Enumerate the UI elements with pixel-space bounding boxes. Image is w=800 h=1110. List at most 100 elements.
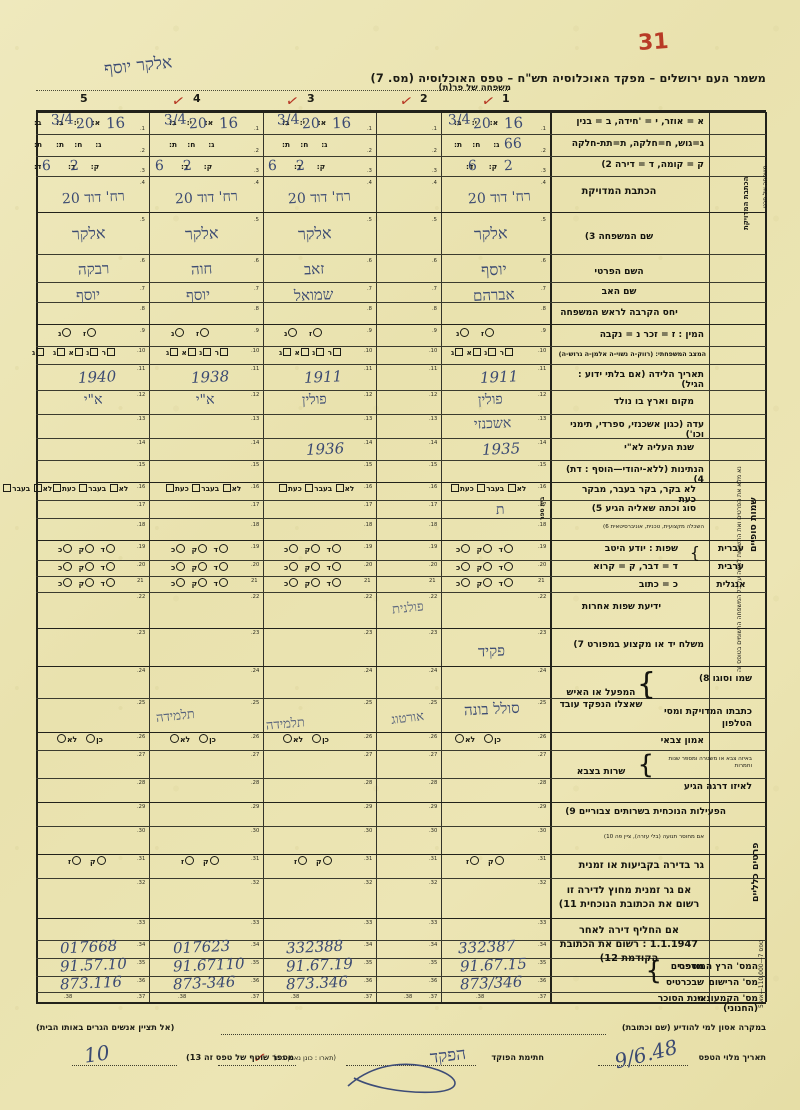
rule-r5: [36, 254, 766, 255]
side-legend-block-2: שמות סופיים: [748, 497, 759, 552]
c2-father-name: שמואל: [293, 285, 334, 305]
rule-r10: [36, 364, 766, 365]
c4-number-34: 017668: [59, 936, 118, 958]
rule-r13: [36, 438, 766, 439]
row-label-10: המצב המשפחתי: (רווק-ה נשוי-ה אלמן-ה גרוש…: [558, 350, 706, 358]
sex-options-col-3[interactable]: ז נ: [171, 328, 210, 338]
residence-options-col-2[interactable]: ק ז: [294, 856, 333, 866]
footer-date-dots[interactable]: [598, 1065, 688, 1066]
marital-options-col-4[interactable]: ר נ א ג: [53, 348, 116, 357]
military-options-col-2[interactable]: כן לא: [282, 734, 329, 744]
school-options-col-5[interactable]: לא בעבר כעת: [0, 484, 52, 493]
marital-options-col-1[interactable]: ר נ א ג: [451, 348, 514, 357]
row-label-25: כתבתו המדויקת ומסי הטלפון: [663, 707, 752, 730]
footer-oath-dots[interactable]: [218, 1065, 296, 1066]
footer-date-label: תאריך מלוי הטפס: [698, 1052, 766, 1062]
row-label-14: שנת העליה לא"י: [624, 443, 694, 453]
c1-edah: אשכנזי: [473, 415, 512, 433]
footer-judge-label: מספר שוטף של טפס זה 13): [186, 1052, 294, 1062]
footer-signature-label: חתימת הפוקד: [491, 1052, 544, 1062]
c4-address: רח' דוד 20: [61, 188, 126, 208]
side-legend-top: משפחה של פרט: [762, 165, 769, 208]
row-label-13: עדה (כגון אשכנזי, ספרדי, תימני וכו'): [570, 420, 704, 441]
rule-r35: [36, 976, 766, 977]
header-dotted-rule: [36, 90, 508, 91]
row-label-21: כ = כתוב: [638, 580, 678, 590]
marital-options-col-3[interactable]: ר נ א ג: [166, 348, 229, 357]
rule-top: [36, 112, 766, 113]
side-legend-block-3: פרטים כלליים: [750, 842, 761, 902]
lang-english-col-1[interactable]: ד ק כ: [456, 578, 514, 588]
footer-signature-dots[interactable]: [346, 1065, 476, 1066]
row-label-35: שבכרטיס: [665, 978, 704, 988]
c1-birth-year: 1911: [479, 367, 519, 387]
footer-emergency-row: במקרה אסון למי להודיע (שם וכתובת) (אל תצ…: [36, 1022, 766, 1038]
footer-judge-dots[interactable]: [72, 1065, 177, 1066]
row-label-4: הכתבת המדויקת: [581, 186, 657, 197]
rule-r28: [36, 802, 766, 803]
row-label-34: מספרים: [670, 962, 704, 972]
c2-number-36: 873.346: [285, 972, 349, 994]
sex-options-col-4[interactable]: ז נ: [58, 328, 97, 338]
lang-english-col-2[interactable]: ד ק כ: [284, 578, 342, 588]
lang-hebrew-col-1[interactable]: ד ק כ: [456, 544, 514, 554]
school-options-col-3[interactable]: לא בעבר כעת: [165, 484, 241, 493]
c4-birth-place: א"י: [83, 391, 103, 409]
residence-options-col-4[interactable]: ק ז: [68, 856, 107, 866]
school-options-col-2[interactable]: לא בעבר כעת: [278, 484, 354, 493]
row-label-27: באיזה צבא או משטרה ומספר שנות וחמרות: [668, 756, 752, 769]
row-label-23: משלח יד או מקצוע במפורט 7): [573, 640, 704, 650]
c2-birth-year: 1911: [303, 367, 343, 387]
sex-options-col-1[interactable]: ז נ: [456, 328, 495, 338]
school-options-col-1[interactable]: לא בעבר כעת: [450, 484, 526, 493]
tick-col-1: ✓: [480, 90, 497, 112]
c1-addr-r1-a: 16: [503, 113, 524, 133]
row-label-33: אם החליף דירה לאחר 1.1.1947 : רשום את הכ…: [559, 925, 699, 965]
row-label-12: מקום וארץ בו נולד: [613, 397, 694, 407]
lang-arabic-col-3[interactable]: ד ק כ: [171, 562, 229, 572]
brace-numbers-icon: }: [645, 956, 662, 986]
lang-english-col-4[interactable]: ד ק כ: [58, 578, 116, 588]
c4-addr-r1-a: 16: [105, 113, 126, 133]
military-options-col-3[interactable]: כן לא: [169, 734, 216, 744]
tick-col-3: ✓: [284, 90, 301, 112]
tick-col-4: ✓: [170, 90, 187, 112]
rule-r6: [36, 282, 766, 283]
military-options-col-4[interactable]: כן לא: [56, 734, 103, 744]
lang-english-col-3[interactable]: ד ק כ: [171, 578, 229, 588]
c1-birth-place: פולין: [477, 391, 504, 409]
c1-addr-r2: 66: [503, 135, 523, 153]
rule-r20: [36, 576, 766, 577]
footer-emergency-dots[interactable]: [221, 1034, 606, 1035]
column-number-3: 3: [307, 92, 315, 105]
rule-r23: [36, 666, 766, 667]
marital-options-col-2[interactable]: ר נ א ג: [279, 348, 342, 357]
residence-options-col-1[interactable]: ק ז: [466, 856, 505, 866]
column-number-1: 1: [502, 92, 510, 105]
c3-father-name: יוסף: [185, 285, 211, 305]
lang-arabic-col-2[interactable]: ד ק כ: [284, 562, 342, 572]
rule-r22: [36, 628, 766, 629]
residence-options-col-3[interactable]: ק ז: [181, 856, 220, 866]
marital-options-col-5[interactable]: ג: [32, 348, 45, 357]
school-options-col-4[interactable]: לא בעבר כעת: [52, 484, 128, 493]
c1-occupation: פקיד: [477, 641, 506, 661]
lang-arabic-col-4[interactable]: ד ק כ: [58, 562, 116, 572]
lang-arabic-col-1[interactable]: ד ק כ: [456, 562, 514, 572]
lang-hebrew-col-3[interactable]: ד ק כ: [171, 544, 229, 554]
lang-hebrew-col-2[interactable]: ד ק כ: [284, 544, 342, 554]
row-label-11: תאריך הלידה (אם בלתי ידוע : הגיל): [578, 370, 704, 391]
c3-address: רח' דוד 20: [174, 188, 239, 208]
lang-hebrew-col-4[interactable]: ד ק כ: [58, 544, 116, 554]
c1-addr-r1-c: 3/4: [447, 111, 471, 129]
row-label-15: הנתינות (ללא-יהודי—הוסף : דת) 4): [566, 465, 704, 486]
sex-options-col-2[interactable]: ז נ: [284, 328, 323, 338]
c1-school-mark: ת: [495, 501, 505, 519]
row-label-26: אמון צבאי: [660, 736, 704, 746]
row-label-29: הפעילות הנוכחית בשרותים צבוריים 9): [565, 807, 726, 817]
c2-birth-place: פולין: [301, 391, 328, 409]
military-options-col-1[interactable]: כן לא: [454, 734, 501, 744]
c2-first-name: זאב: [303, 259, 325, 279]
c1-number-36: 873/346: [459, 972, 523, 994]
